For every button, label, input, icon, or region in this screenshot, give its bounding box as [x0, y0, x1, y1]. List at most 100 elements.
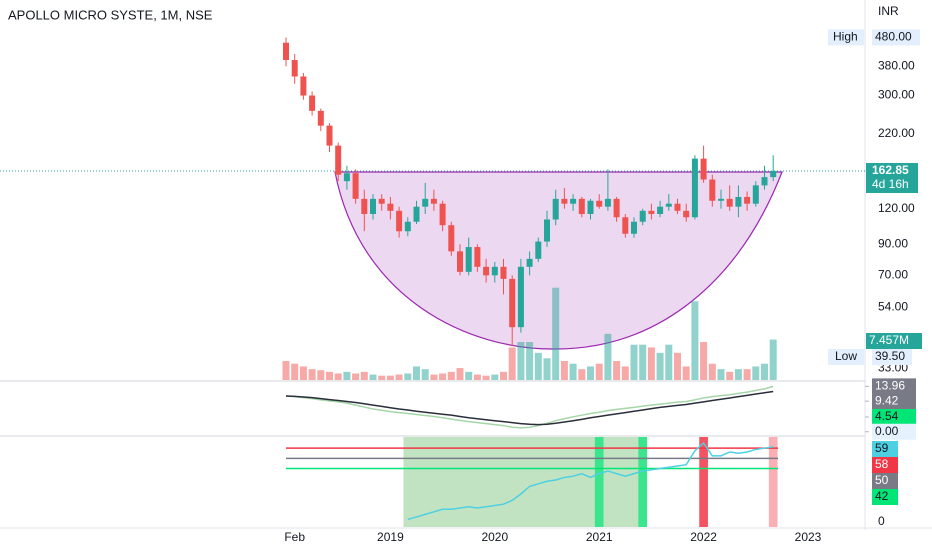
candle-body — [700, 158, 707, 180]
oscillator-tick-label-bg — [872, 378, 916, 395]
candle-body — [370, 198, 376, 214]
volume-bar — [317, 370, 325, 380]
x-tick-label: 2020 — [481, 530, 508, 544]
candle-body — [770, 171, 777, 178]
x-tick-label: 2022 — [690, 530, 717, 544]
candle-body — [404, 221, 411, 232]
candle-body — [613, 198, 620, 218]
volume-bar — [447, 371, 455, 380]
candle-body — [422, 198, 429, 207]
candle-body — [709, 179, 716, 201]
candle-body — [335, 145, 342, 175]
oscillator-line — [285, 390, 774, 426]
volume-bar — [639, 344, 647, 380]
candle-body — [570, 198, 577, 204]
high-value: 480.00 — [875, 30, 912, 44]
volume-bar — [552, 287, 560, 380]
y-tick-label: 0 — [878, 514, 885, 528]
low-value-bg — [872, 349, 912, 365]
candle-body — [483, 266, 490, 276]
volume-bar — [769, 339, 777, 380]
candle-body — [665, 203, 672, 207]
signal-zone — [699, 437, 708, 527]
x-tick-label: 2023 — [795, 530, 822, 544]
volume-bar — [386, 375, 394, 380]
volume-bar — [413, 366, 420, 380]
level-label: 42 — [875, 489, 889, 503]
oscillator-tick-label-bg — [872, 393, 916, 410]
volume-bar — [726, 371, 734, 380]
level-label: 58 — [875, 457, 889, 471]
candle-body — [657, 206, 664, 214]
last-price: 162.85 — [872, 163, 909, 177]
volume-bar — [630, 344, 638, 380]
candle-body — [491, 266, 498, 276]
y-tick-label: 380.00 — [878, 58, 915, 72]
low-value: 39.50 — [875, 349, 905, 363]
volume-bar — [308, 369, 316, 380]
volume-bar — [674, 352, 681, 380]
high-tag-bg — [828, 29, 864, 46]
volume-bar — [439, 373, 447, 380]
x-tick-label: Feb — [284, 530, 305, 544]
candle-body — [309, 95, 316, 111]
volume-bar — [761, 363, 768, 380]
candle-body — [517, 266, 524, 328]
candle-body — [744, 196, 751, 204]
oscillator-tick-label: 9.42 — [875, 393, 899, 407]
x-tick-label: 2019 — [377, 530, 404, 544]
y-tick-label: 120.00 — [878, 201, 915, 215]
rsi-last-label: 59 — [875, 441, 889, 455]
level-label-bg — [872, 457, 898, 473]
level-label: 50 — [875, 473, 889, 487]
candle-body — [396, 210, 403, 232]
oscillator-tick-label-bg — [872, 408, 916, 425]
candle-body — [457, 251, 463, 272]
low-tag: Low — [835, 349, 857, 363]
volume-bar — [526, 342, 534, 380]
volume-last-bg — [866, 333, 922, 349]
volume-bar — [665, 344, 673, 380]
candle-body — [735, 196, 742, 207]
volume-bar — [621, 366, 629, 380]
volume-bar — [691, 301, 699, 380]
volume-bar — [534, 352, 542, 380]
candle-body — [378, 198, 385, 204]
candle-body — [413, 206, 420, 222]
low-tag-bg — [828, 349, 864, 365]
volume-bar — [482, 375, 490, 380]
candle-body — [691, 158, 698, 218]
y-tick-label: 70.00 — [878, 267, 908, 281]
volume-bar — [656, 352, 664, 380]
volume-bar — [752, 366, 760, 380]
y-tick-label: 220.00 — [878, 126, 915, 140]
volume-bar — [543, 358, 551, 380]
candle-body — [718, 198, 724, 201]
volume-bar — [578, 369, 586, 380]
volume-bar — [717, 369, 725, 380]
candle-body — [674, 203, 681, 211]
candle-body — [300, 76, 307, 96]
candle-body — [526, 258, 533, 267]
volume-bar — [352, 373, 360, 380]
candle-body — [439, 203, 446, 226]
volume-bar — [404, 373, 412, 380]
oscillator-tick-label: 13.96 — [875, 379, 905, 393]
volume-bar — [421, 369, 429, 380]
volume-bar — [291, 363, 299, 380]
high-tag: High — [833, 30, 858, 44]
candle-body — [596, 200, 603, 207]
candle-body — [352, 173, 359, 199]
volume-bar — [465, 371, 473, 380]
rsi-line — [407, 441, 774, 521]
signal-zone — [638, 437, 648, 527]
candle-body — [283, 42, 289, 60]
volume-bar — [517, 342, 525, 380]
y-tick-label: 90.00 — [878, 236, 908, 250]
volume-bar — [430, 374, 438, 380]
candle-body — [448, 225, 455, 252]
candle-body — [622, 217, 629, 234]
last-price-bg — [866, 163, 918, 194]
volume-bar — [473, 374, 481, 380]
